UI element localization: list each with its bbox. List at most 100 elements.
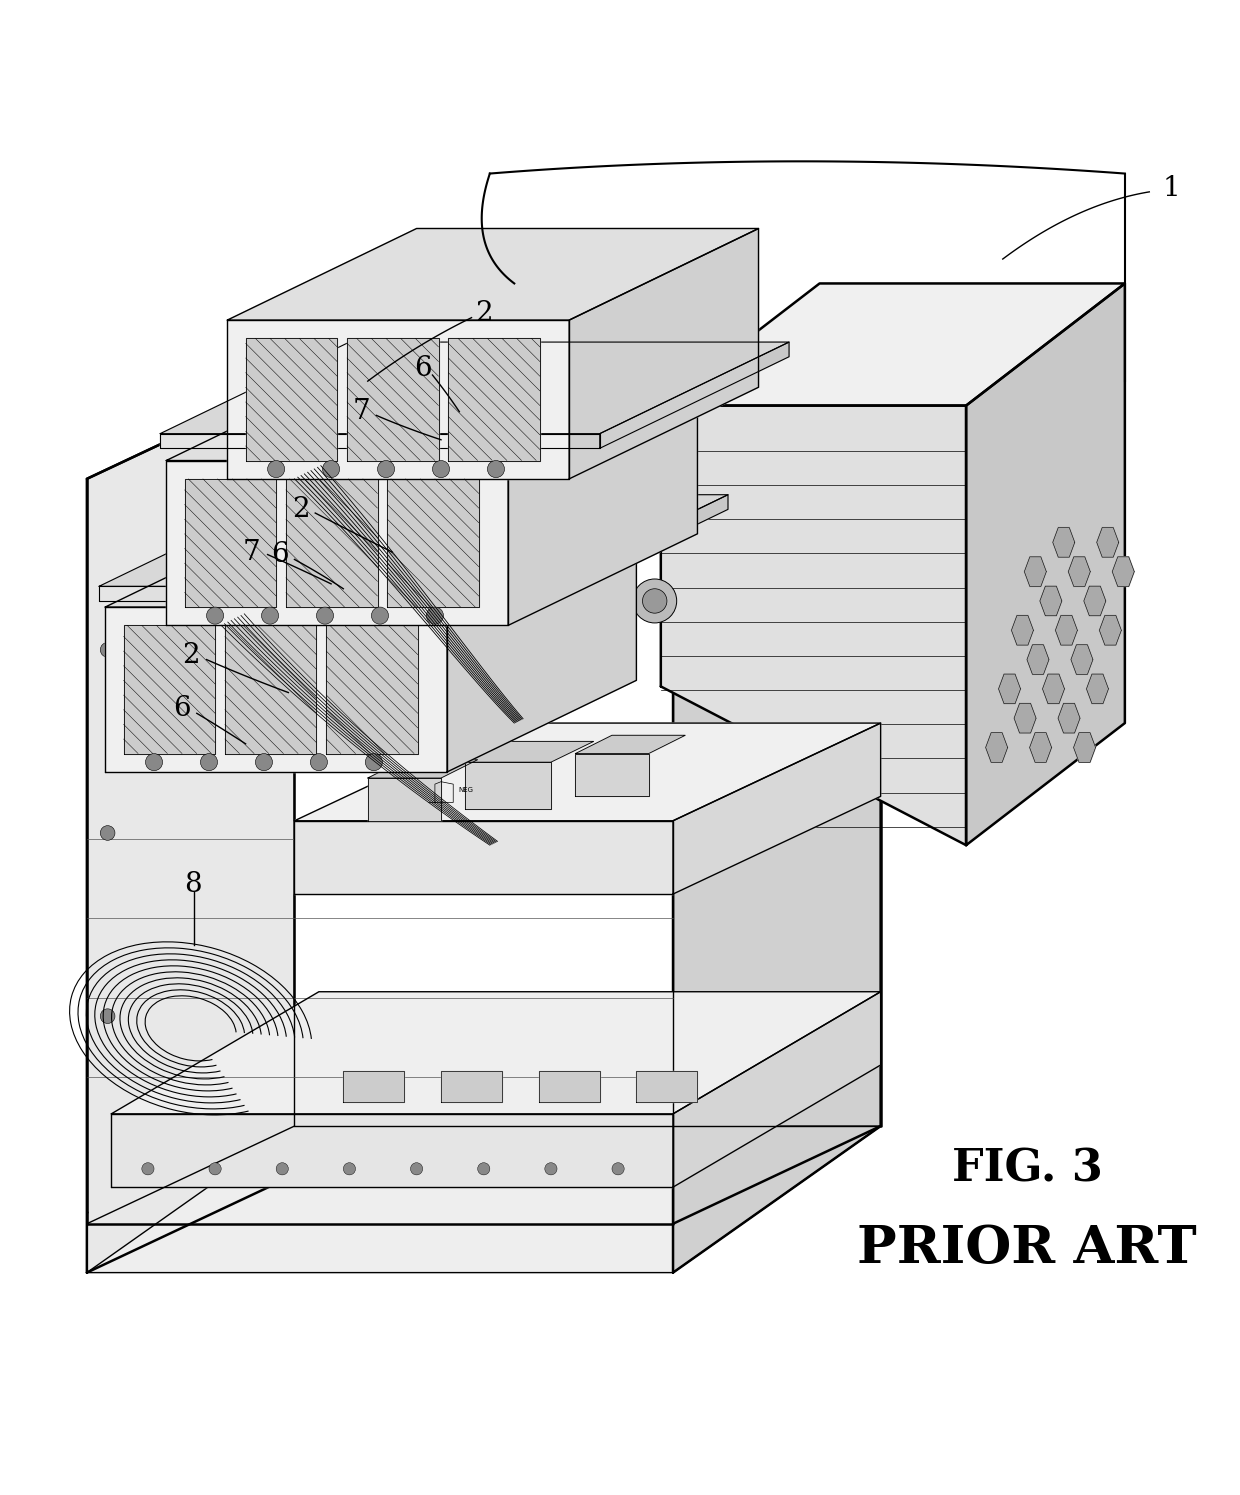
- Polygon shape: [1100, 616, 1121, 644]
- Polygon shape: [673, 724, 880, 894]
- Polygon shape: [343, 1070, 404, 1102]
- Polygon shape: [1069, 556, 1090, 586]
- Circle shape: [377, 460, 394, 477]
- Circle shape: [427, 607, 444, 623]
- Text: 6: 6: [174, 695, 191, 722]
- Polygon shape: [105, 516, 636, 607]
- Polygon shape: [998, 674, 1021, 704]
- Text: 2: 2: [291, 496, 310, 523]
- Circle shape: [145, 753, 162, 771]
- Circle shape: [366, 753, 382, 771]
- Polygon shape: [449, 338, 539, 460]
- Polygon shape: [661, 405, 966, 845]
- Polygon shape: [160, 342, 789, 434]
- Polygon shape: [227, 320, 569, 478]
- Polygon shape: [112, 991, 880, 1114]
- Polygon shape: [227, 229, 759, 320]
- Circle shape: [100, 1009, 115, 1024]
- Polygon shape: [160, 434, 600, 448]
- Polygon shape: [105, 607, 448, 771]
- Polygon shape: [575, 753, 649, 797]
- Circle shape: [210, 1163, 221, 1175]
- Text: FIG. 3: FIG. 3: [952, 1147, 1102, 1190]
- Polygon shape: [87, 381, 294, 1272]
- Circle shape: [310, 753, 327, 771]
- Circle shape: [277, 1163, 289, 1175]
- Circle shape: [201, 753, 217, 771]
- Polygon shape: [387, 478, 479, 607]
- Circle shape: [433, 460, 450, 477]
- Polygon shape: [1043, 674, 1064, 704]
- Circle shape: [268, 460, 285, 477]
- Polygon shape: [185, 478, 277, 607]
- Polygon shape: [286, 478, 377, 607]
- Circle shape: [613, 1163, 624, 1175]
- Polygon shape: [224, 625, 316, 753]
- Circle shape: [316, 607, 334, 623]
- Text: 8: 8: [185, 870, 202, 898]
- Circle shape: [141, 1163, 154, 1175]
- Circle shape: [372, 607, 388, 623]
- Polygon shape: [294, 821, 673, 894]
- Text: 6: 6: [414, 356, 432, 383]
- Polygon shape: [1055, 616, 1078, 644]
- Polygon shape: [673, 417, 880, 1272]
- Polygon shape: [1086, 674, 1109, 704]
- Polygon shape: [87, 1126, 880, 1272]
- Circle shape: [100, 825, 115, 840]
- Polygon shape: [99, 495, 728, 586]
- Polygon shape: [636, 1070, 697, 1102]
- Polygon shape: [112, 1114, 673, 1187]
- Polygon shape: [368, 759, 477, 777]
- Polygon shape: [1074, 733, 1096, 762]
- Polygon shape: [347, 338, 439, 460]
- Circle shape: [544, 1163, 557, 1175]
- Polygon shape: [538, 1070, 600, 1102]
- Polygon shape: [441, 1070, 502, 1102]
- Polygon shape: [538, 495, 728, 601]
- Circle shape: [343, 1163, 356, 1175]
- Polygon shape: [326, 625, 418, 753]
- Polygon shape: [1014, 703, 1037, 733]
- Polygon shape: [166, 460, 508, 625]
- Polygon shape: [569, 229, 759, 478]
- Polygon shape: [99, 586, 538, 601]
- Text: 2: 2: [475, 300, 492, 327]
- Polygon shape: [575, 736, 686, 753]
- Polygon shape: [1040, 586, 1061, 616]
- Polygon shape: [246, 338, 337, 460]
- Circle shape: [262, 607, 279, 623]
- Text: 6: 6: [272, 541, 289, 568]
- Circle shape: [632, 579, 677, 623]
- Circle shape: [487, 460, 505, 477]
- Polygon shape: [673, 991, 880, 1187]
- Polygon shape: [600, 342, 789, 448]
- Text: 7: 7: [352, 398, 371, 425]
- Circle shape: [477, 1163, 490, 1175]
- Polygon shape: [1024, 556, 1047, 586]
- Polygon shape: [1029, 733, 1052, 762]
- Circle shape: [100, 643, 115, 658]
- Polygon shape: [1012, 616, 1033, 644]
- Polygon shape: [368, 777, 441, 821]
- Polygon shape: [124, 625, 215, 753]
- Circle shape: [207, 607, 223, 623]
- Text: 1: 1: [1162, 175, 1180, 202]
- Text: 2: 2: [182, 643, 200, 670]
- Polygon shape: [294, 724, 880, 821]
- Polygon shape: [1071, 644, 1092, 674]
- Circle shape: [322, 460, 340, 477]
- Polygon shape: [1084, 586, 1106, 616]
- Polygon shape: [1053, 528, 1075, 558]
- Text: NEG: NEG: [458, 788, 472, 794]
- Polygon shape: [986, 733, 1008, 762]
- Circle shape: [410, 1163, 423, 1175]
- Polygon shape: [166, 369, 697, 460]
- Circle shape: [642, 589, 667, 613]
- Polygon shape: [448, 516, 636, 771]
- Polygon shape: [966, 284, 1125, 845]
- Polygon shape: [465, 762, 551, 809]
- Circle shape: [255, 753, 273, 771]
- Polygon shape: [1027, 644, 1049, 674]
- Polygon shape: [661, 284, 1125, 405]
